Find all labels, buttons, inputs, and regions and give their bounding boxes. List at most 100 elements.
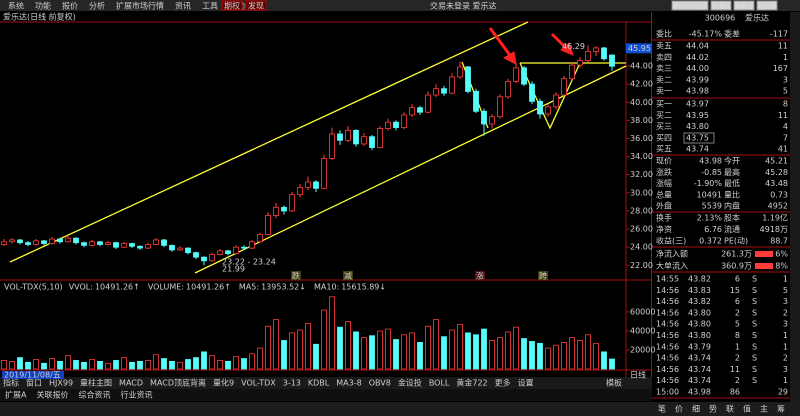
- info-tab[interactable]: 行业资讯: [120, 390, 152, 400]
- book-price: 43.99: [686, 75, 709, 84]
- arrow: [488, 27, 514, 59]
- candle-body: [417, 107, 423, 113]
- y-tick-label: 32.00: [630, 170, 653, 179]
- indicator-tab[interactable]: 3-13: [283, 379, 301, 388]
- y-tick-label: 22.00: [630, 261, 653, 270]
- indicator-tab[interactable]: 金设投: [398, 378, 422, 388]
- signal-box: [538, 271, 548, 280]
- indicator-tab[interactable]: 设置: [518, 378, 534, 388]
- volume-bar: [449, 329, 455, 370]
- side-tab[interactable]: 细: [692, 404, 700, 414]
- tick-volume: 6: [735, 275, 740, 284]
- template-button[interactable]: 模板: [606, 378, 622, 388]
- date-label: 2019/11/08/五: [4, 371, 61, 380]
- volume-bar: [73, 360, 79, 370]
- menu-item[interactable]: 系统: [8, 1, 24, 11]
- flow-percent: 8%: [775, 262, 788, 271]
- info-tab[interactable]: 关联报价: [36, 390, 68, 400]
- chart-title: 爱乐达(日线 前复权): [3, 12, 76, 22]
- info-tab[interactable]: 扩展A: [5, 390, 27, 400]
- book-volume: 3: [783, 75, 788, 84]
- menu-item[interactable]: 资讯: [175, 1, 191, 11]
- candle-body: [97, 241, 103, 245]
- volume-bar: [353, 331, 359, 370]
- menu-item[interactable]: 功能: [35, 1, 51, 11]
- indicator-label: MA5:: [239, 283, 259, 292]
- tick-time: 15:00: [656, 388, 679, 397]
- volume-bar: [25, 361, 31, 370]
- side-tab[interactable]: 筹: [777, 404, 785, 414]
- indicator-label: VVOL:: [69, 283, 93, 292]
- volume-bar: [361, 337, 367, 370]
- side-tab[interactable]: 值: [743, 404, 751, 414]
- candle-body: [369, 136, 375, 148]
- signal: 跨: [539, 272, 547, 281]
- menu-item[interactable]: 报价: [62, 1, 78, 11]
- menu-item[interactable]: 分析: [89, 1, 105, 11]
- quote-label: 涨幅: [656, 178, 672, 188]
- indicator-tab[interactable]: 指标: [3, 378, 19, 388]
- menu-button[interactable]: 期权: [224, 1, 240, 11]
- side-tab[interactable]: 笔: [658, 404, 666, 414]
- menu-item[interactable]: 工具: [202, 2, 218, 11]
- indicator-tab[interactable]: 量柱主图: [80, 378, 112, 388]
- indicator-tab[interactable]: VOL-TDX: [241, 379, 276, 388]
- side-tab[interactable]: 联: [726, 405, 734, 414]
- tick-volume: 11: [730, 365, 740, 374]
- y-tick-label: 42.00: [630, 80, 653, 89]
- tick-time: 14:56: [656, 354, 679, 363]
- cursor-price: 45.95: [628, 44, 651, 53]
- menu-link[interactable]: 交易: [736, 1, 752, 11]
- side-tab[interactable]: 势: [709, 404, 717, 414]
- candle-body: [177, 247, 183, 251]
- tick-side: S: [752, 275, 757, 284]
- y-tick-label: 30.00: [630, 188, 653, 197]
- tick-side: S: [752, 297, 757, 306]
- menu-link[interactable]: 网站: [759, 1, 775, 11]
- stock-code: 300696: [705, 14, 736, 23]
- menu-button-box: [245, 0, 267, 11]
- indicator-tab[interactable]: 黄金722: [456, 378, 487, 388]
- menu-link[interactable]: 资讯: [713, 1, 729, 11]
- indicator-tab[interactable]: HJX99: [49, 379, 73, 388]
- indicator-tab[interactable]: MA3-8: [336, 379, 361, 388]
- indicator-tab[interactable]: OBV8: [369, 379, 391, 388]
- candle-body: [241, 246, 247, 249]
- side-tab[interactable]: 主: [760, 404, 768, 414]
- volume-bar: [433, 319, 439, 370]
- menu-link-box: [756, 0, 778, 11]
- volume-bar: [569, 337, 575, 370]
- candle-body: [593, 47, 599, 52]
- candle-body: [545, 106, 551, 115]
- indicator-tab[interactable]: MACD: [119, 379, 143, 388]
- y-tick-label: 36.00: [630, 134, 653, 143]
- quote-value: 0.372: [699, 237, 722, 246]
- candle-body: [329, 133, 335, 159]
- side-tab[interactable]: 价: [675, 405, 683, 414]
- indicator-tab[interactable]: 量化9: [213, 378, 234, 388]
- book-price: 43.98: [686, 87, 709, 96]
- menu-link[interactable]: 金融商城: [674, 1, 706, 11]
- quote-label: 收益(三): [656, 236, 686, 246]
- indicator-tab[interactable]: 更多: [495, 378, 511, 388]
- menu-button[interactable]: 发现: [248, 1, 264, 11]
- volume-bar: [241, 358, 247, 370]
- tick-price: 43.79: [688, 342, 711, 351]
- indicator-tab[interactable]: 窗口: [26, 378, 42, 388]
- menu-item[interactable]: 扩展市场行情: [116, 1, 164, 11]
- tick-count: 2: [783, 354, 788, 363]
- volume-bar: [505, 331, 511, 370]
- quote-value: 4918万: [760, 225, 788, 234]
- tick-volume: 6: [735, 297, 740, 306]
- indicator-tab[interactable]: BOLL: [429, 379, 450, 388]
- info-tab[interactable]: 综合资讯: [78, 390, 110, 400]
- tick-price: 43.74: [688, 365, 711, 374]
- indicator-tab[interactable]: MACD顶底背离: [150, 378, 206, 388]
- indicator-arrow: ↑: [224, 283, 231, 292]
- volume-bar: [425, 325, 431, 370]
- indicator-tab[interactable]: KDBL: [308, 379, 330, 388]
- volume-bar: [89, 359, 95, 370]
- candle-body: [433, 88, 439, 96]
- candle-body: [449, 76, 455, 94]
